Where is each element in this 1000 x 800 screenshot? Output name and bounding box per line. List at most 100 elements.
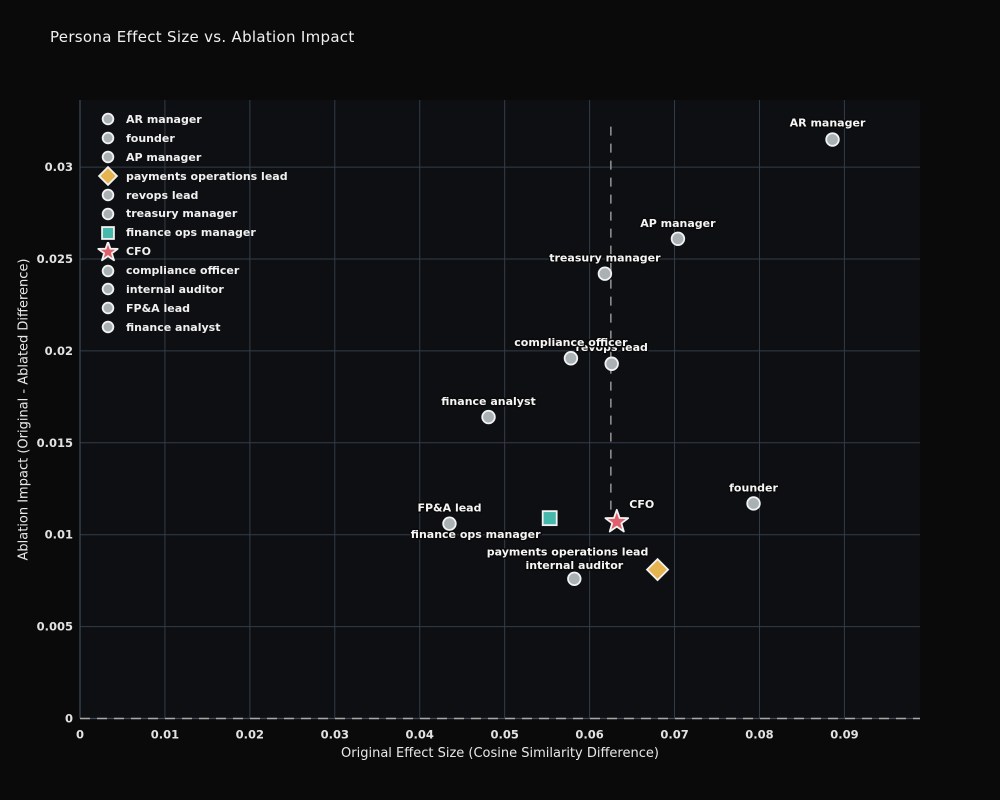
point-ap-manager (670, 231, 686, 246)
diamond-marker (97, 166, 119, 187)
x-tick-label: 0.08 (745, 728, 773, 742)
point-label-ar-manager: AR manager (790, 117, 866, 130)
legend-label: FP&A lead (126, 301, 191, 315)
point-cfo (604, 508, 630, 533)
legend-circle-marker-icon (101, 150, 115, 164)
y-tick-label: 0.03 (45, 160, 73, 174)
point-label-revops-lead: revops lead (575, 341, 647, 354)
legend-label: CFO (126, 245, 151, 259)
legend-item-finance-ops-manager: finance ops manager (96, 223, 288, 242)
legend-item-internal-auditor: internal auditor (96, 280, 288, 299)
point-finance-ops-manager (541, 510, 558, 527)
point-compliance-officer (563, 351, 579, 366)
legend-circle-marker-icon (101, 320, 115, 334)
point-fp-a-lead (442, 516, 457, 531)
legend-item-finance-analyst: finance analyst (96, 318, 288, 337)
legend-label: finance analyst (126, 320, 221, 334)
circle-marker (101, 113, 115, 126)
x-tick-label: 0.05 (490, 728, 518, 742)
legend-item-fp-a-lead: FP&A lead (96, 299, 288, 318)
chart-title: Persona Effect Size vs. Ablation Impact (50, 28, 355, 46)
legend-item-revops-lead: revops lead (96, 186, 288, 205)
point-labels: AR manager founder AP manager payments oper… (409, 115, 867, 573)
legend-circle-marker-icon (101, 188, 115, 202)
x-tick-label: 0.02 (236, 728, 264, 742)
point-treasury-manager (597, 266, 613, 281)
circle-marker (670, 231, 686, 246)
legend-square-marker-icon (101, 225, 115, 240)
y-tick-label: 0.005 (37, 620, 73, 634)
circle-marker (101, 188, 115, 202)
legend-label: AP manager (126, 150, 202, 164)
point-label-founder: founder (729, 481, 778, 494)
x-tick-label: 0.01 (151, 728, 179, 742)
point-label-finance-analyst: finance analyst (441, 395, 535, 408)
square-marker (541, 510, 558, 527)
y-tick-label: 0 (65, 712, 73, 726)
circle-marker (604, 356, 619, 371)
diamond-marker (645, 557, 670, 582)
legend-circle-marker-icon (101, 283, 115, 296)
x-tick-label: 0.04 (406, 728, 434, 742)
legend-diamond-marker-icon (97, 166, 119, 187)
legend-item-ar-manager: AR manager (96, 110, 288, 129)
legend-item-payments-operations-lead: payments operations lead (96, 166, 288, 187)
legend-label: founder (126, 131, 175, 145)
point-label-treasury-manager: treasury manager (549, 252, 661, 265)
circle-marker (101, 207, 115, 221)
circle-marker (567, 571, 582, 587)
legend-item-treasury-manager: treasury manager (96, 204, 288, 223)
x-axis-title: Original Effect Size (Cosine Similarity … (341, 746, 659, 761)
legend-circle-marker-icon (101, 132, 115, 145)
point-label-cfo: CFO (629, 498, 654, 511)
circle-marker (746, 496, 761, 511)
circle-marker (563, 351, 579, 366)
y-tick-label: 0.01 (45, 528, 73, 542)
x-tick-label: 0.03 (321, 728, 349, 742)
legend-circle-marker-icon (101, 302, 115, 315)
legend-label: treasury manager (126, 207, 238, 221)
point-founder (746, 496, 761, 511)
legend-item-founder: founder (96, 129, 288, 148)
x-tick-label: 0.07 (660, 728, 688, 742)
circle-marker (597, 266, 613, 281)
x-tick-label: 0.06 (575, 728, 603, 742)
star-marker (97, 241, 119, 261)
circle-marker (101, 132, 115, 145)
circle-marker (101, 150, 115, 164)
point-label-finance-ops-manager: finance ops manager (411, 528, 541, 541)
legend-label: finance ops manager (126, 226, 256, 240)
star-marker (604, 508, 630, 533)
point-internal-auditor (567, 571, 582, 587)
point-label-ap-manager: AP manager (640, 217, 716, 230)
circle-marker (825, 132, 840, 147)
point-ar-manager (825, 132, 840, 147)
point-revops-lead (604, 356, 619, 371)
y-tick-label: 0.02 (45, 344, 73, 358)
y-axis-title: Ablation Impact (Original - Ablated Diff… (16, 258, 32, 561)
circle-marker (101, 283, 115, 296)
legend-label: revops lead (126, 188, 199, 202)
legend-label: compliance officer (126, 264, 240, 278)
x-tick-label: 0 (76, 728, 84, 742)
legend-item-ap-manager: AP manager (96, 148, 288, 167)
legend-circle-marker-icon (101, 113, 115, 126)
circle-marker (101, 302, 115, 315)
circle-marker (481, 409, 496, 425)
y-tick-label: 0.015 (37, 436, 73, 450)
legend-circle-marker-icon (101, 207, 115, 221)
circle-marker (442, 516, 457, 531)
point-finance-analyst (481, 409, 496, 425)
legend-label: payments operations lead (126, 169, 288, 183)
y-tick-label: 0.025 (37, 252, 73, 266)
legend: AR manager founder AP manager payments oper… (96, 110, 288, 337)
x-tick-label: 0.09 (830, 728, 858, 742)
square-marker (101, 225, 115, 240)
legend-label: AR manager (126, 112, 202, 126)
point-label-payments-operations-lead: payments operations lead (487, 546, 649, 559)
circle-marker (101, 320, 115, 334)
legend-label: internal auditor (126, 282, 224, 296)
legend-circle-marker-icon (101, 264, 115, 277)
